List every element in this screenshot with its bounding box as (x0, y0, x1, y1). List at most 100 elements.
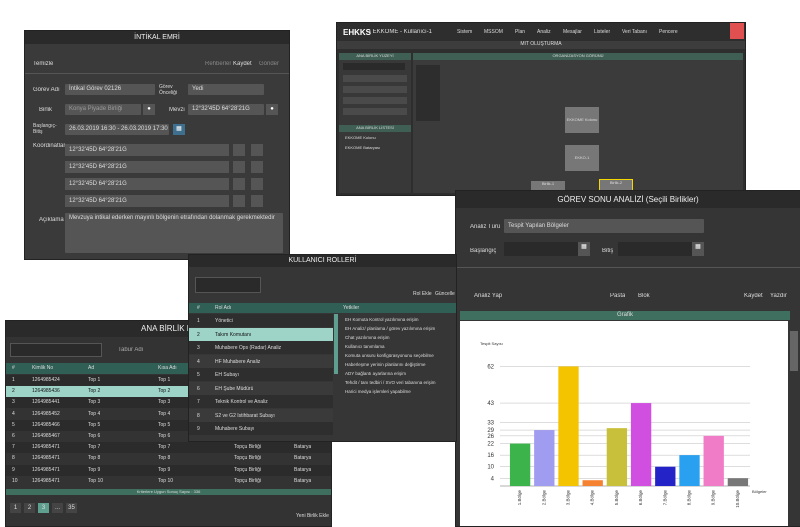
table-row[interactable] (6, 431, 331, 442)
filter[interactable]: Tabur Adı (118, 347, 144, 353)
table-row[interactable] (189, 354, 333, 368)
table-row[interactable] (6, 464, 331, 476)
table-row[interactable] (189, 327, 333, 341)
toolbar-button[interactable]: Güncelle (435, 291, 455, 297)
org-node[interactable]: EKKO-1 (565, 145, 599, 171)
toolbar-button[interactable]: Blok (638, 293, 650, 299)
toolbar-button[interactable]: Rol Ekle (413, 291, 432, 297)
toolbar-button[interactable]: Gönder (259, 61, 280, 67)
input[interactable]: 26.03.2019 16:30 - 26.03.2019 17:30 (65, 124, 169, 135)
menu-item[interactable]: Pencere (659, 29, 678, 35)
table-row[interactable] (189, 368, 333, 381)
table-row[interactable] (6, 453, 331, 465)
location-button[interactable] (233, 178, 245, 190)
toolbar-button[interactable]: Kaydet (233, 61, 252, 67)
table-row[interactable] (6, 397, 331, 409)
table-row[interactable] (189, 314, 333, 327)
y-tick-label: 4 (491, 476, 495, 482)
page-button[interactable]: 3 (38, 503, 49, 513)
permission[interactable]: Harici medya işlemleri yapabilme (345, 389, 411, 394)
textarea[interactable]: Mevzuya intikal ederken mayınlı bölgenin… (65, 213, 283, 253)
search[interactable] (343, 63, 405, 70)
toolbar-button[interactable]: Analiz Yap (474, 293, 503, 299)
close-button[interactable] (730, 23, 744, 39)
calendar-button[interactable]: ▦ (578, 242, 590, 256)
org-node[interactable]: Birlik-2 (599, 179, 633, 193)
location-button[interactable]: ● (266, 104, 278, 115)
menu-item[interactable]: Analiz (537, 29, 551, 35)
coordinate-input[interactable]: 12°32'45D 64°28'21G (65, 195, 229, 207)
input[interactable]: İntikal Görev 02126 (65, 84, 155, 95)
scrollbar[interactable] (334, 314, 338, 374)
coordinate-input[interactable]: 12°32'45D 64°28'21G (65, 161, 229, 173)
table-row[interactable] (189, 395, 333, 408)
input[interactable]: Konya Piyade Birliği (65, 104, 141, 115)
location-button[interactable] (233, 161, 245, 173)
dropdown[interactable] (343, 97, 407, 104)
dropdown[interactable] (343, 108, 407, 115)
toolbar-button[interactable]: Yazdır (770, 293, 787, 299)
table-row[interactable] (189, 341, 333, 354)
menu-item[interactable]: MSSOM (484, 29, 503, 35)
table-row[interactable] (189, 408, 333, 422)
select[interactable]: Yedi (188, 84, 264, 95)
calendar-button[interactable]: ▦ (173, 124, 185, 135)
permission[interactable]: Chat yazılımına erişim (345, 335, 390, 340)
search[interactable] (195, 277, 261, 293)
table-row[interactable] (189, 381, 333, 395)
remove-button[interactable] (251, 178, 263, 190)
tree-item[interactable]: EKKOME Kolonu (345, 135, 376, 140)
input[interactable] (618, 242, 692, 256)
toolbar-button[interactable]: Pasta (610, 293, 626, 299)
permission[interactable]: Kullanıcı tanımlama (345, 344, 385, 349)
page-button[interactable]: 2 (24, 503, 35, 513)
scrollbar[interactable] (790, 331, 798, 371)
dropdown[interactable] (343, 86, 407, 93)
menu-item[interactable]: Veri Tabanı (622, 29, 647, 35)
remove-button[interactable] (251, 161, 263, 173)
permission[interactable]: Tehdit / tanı tedbiri / SVO veri tabanın… (345, 380, 436, 385)
menu-item[interactable]: Sistem (457, 29, 473, 35)
select[interactable]: Tespit Yapılan Bölgeler (504, 219, 704, 233)
table-row[interactable] (6, 442, 331, 454)
calendar-button[interactable]: ▦ (692, 242, 704, 256)
coordinate-input[interactable]: 12°32'45D 64°28'21G (65, 178, 229, 190)
table-row[interactable] (6, 408, 331, 420)
permission[interactable]: ADY bağlantı ayarlarına erişim (345, 371, 406, 376)
menu-item[interactable]: Listeler (594, 29, 611, 35)
table-row[interactable] (6, 475, 331, 487)
table-row[interactable] (6, 375, 331, 386)
toolbar-button[interactable]: Rehberler (205, 61, 232, 67)
permission[interactable]: EH Komuta Kontrol yazılımına erişim (345, 317, 419, 322)
location-button[interactable] (233, 144, 245, 156)
search[interactable] (10, 343, 102, 357)
table-row[interactable] (189, 422, 333, 435)
coordinate-input[interactable]: 12°32'45D 64°28'21G (65, 144, 229, 156)
permission[interactable]: Haberleşme yerinin planlarını değiştirme (345, 362, 426, 367)
table-row[interactable] (6, 386, 331, 398)
permission[interactable]: Komuta unsuru konfigürasyonunu seçebilme (345, 353, 434, 358)
remove-button[interactable] (251, 195, 263, 207)
dropdown[interactable] (343, 75, 407, 82)
input[interactable]: 12°32'45D 64°28'21G (188, 104, 264, 115)
page-button[interactable]: ... (52, 503, 63, 513)
org-node[interactable]: EKKOME Kolonu (565, 107, 599, 133)
location-button[interactable]: ● (143, 104, 155, 115)
label: Görev Önceliği (159, 84, 178, 96)
toolbar-button[interactable]: Kaydet (744, 293, 763, 299)
menu-item[interactable]: Plan (515, 29, 526, 35)
bar (582, 480, 603, 486)
input[interactable] (504, 242, 578, 256)
toolbar-button[interactable]: Temizle (33, 61, 54, 67)
page-button[interactable]: 35 (66, 503, 77, 513)
location-button[interactable] (233, 195, 245, 207)
menu-item[interactable]: Mesajlar (563, 29, 582, 35)
table-cell: Muhabere Ops (Radar) Analiz (215, 345, 282, 351)
bar (534, 430, 555, 486)
tree-item[interactable]: EKKOME Bataryası (345, 145, 381, 150)
remove-button[interactable] (251, 144, 263, 156)
add-button[interactable]: Yeni Birlik Ekle (296, 513, 329, 519)
permission[interactable]: EH Analiz/ planlama / görev yazılımına e… (345, 326, 436, 331)
table-row[interactable] (6, 419, 331, 431)
page-button[interactable]: 1 (10, 503, 21, 513)
